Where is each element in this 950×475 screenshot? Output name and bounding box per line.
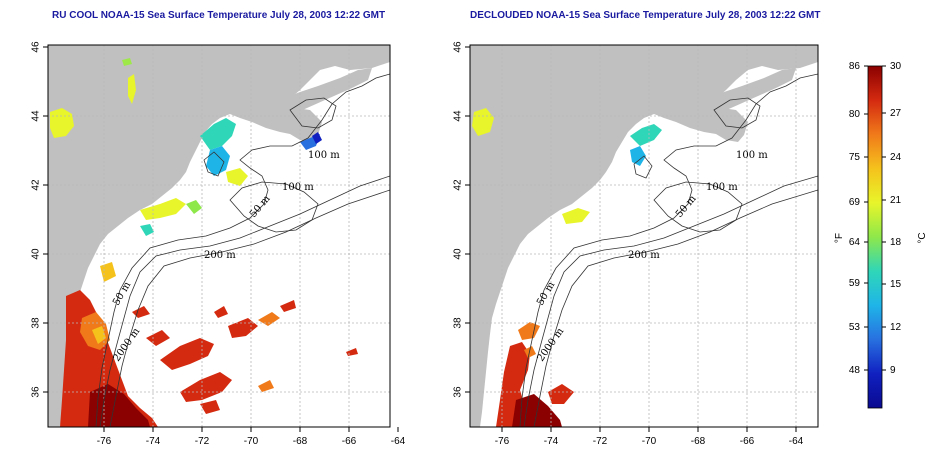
- left-sst-data: [50, 58, 358, 427]
- left-map-x-tick-label: -70: [244, 436, 259, 447]
- right-sst-data: [472, 108, 662, 427]
- celsius-tick-label: 12: [890, 322, 902, 333]
- right-map-y-tick-label: 46: [453, 41, 464, 53]
- celsius-tick-label: 30: [890, 61, 902, 72]
- right-map-grid: [470, 45, 818, 427]
- celsius-tick-label: 24: [890, 152, 902, 163]
- fahrenheit-tick-label: 64: [849, 237, 861, 248]
- left-map-y-tick-label: 40: [31, 248, 42, 260]
- right-map-axes: -76 -74 -72 -70 -68 -66 -64 46 44 42 40 38 36: [453, 41, 804, 447]
- left-map-nova-scotia: [248, 68, 372, 122]
- left-contour-label-200m: 200 m: [204, 250, 236, 261]
- right-map-x-tick-label: -76: [495, 436, 510, 447]
- right-map-y-tick-label: 40: [453, 248, 464, 260]
- left-map-frame: [47, 44, 391, 428]
- left-map-x-tick-label: -66: [342, 436, 357, 447]
- fahrenheit-tick-label: 53: [849, 322, 861, 333]
- right-map-land: [470, 45, 818, 427]
- fahrenheit-tick-label: 75: [849, 152, 861, 163]
- fahrenheit-tick-label: 69: [849, 197, 861, 208]
- right-map-x-tick-label: -74: [544, 436, 559, 447]
- left-map-y-tick-label: 42: [31, 179, 42, 191]
- right-contour-label-200m: 200 m: [628, 250, 660, 261]
- fahrenheit-axis-label: °F: [834, 233, 845, 243]
- celsius-tick-label: 27: [890, 108, 902, 119]
- left-map-y-tick-label: 36: [31, 386, 42, 398]
- left-map-y-tick-label: 38: [31, 317, 42, 329]
- right-contour-label-100m-b: 100 m: [706, 182, 738, 193]
- colorbar-ticks: 86 80 75 69 64 59 53 48 30 27 24 21 18 15 12 9: [849, 61, 902, 376]
- right-map-x-tick-label: -66: [740, 436, 755, 447]
- right-map-x-tick-label: -72: [593, 436, 608, 447]
- left-map-x-tick-label: -68: [293, 436, 308, 447]
- right-map-y-tick-label: 36: [453, 386, 464, 398]
- right-map-y-tick-label: 38: [453, 317, 464, 329]
- left-map-y-tick-label: 44: [31, 110, 42, 122]
- fahrenheit-tick-label: 48: [849, 365, 861, 376]
- left-map-panel: 100 m 100 m 50 m 200 m 50 m 2000 m -76 -7…: [31, 41, 406, 447]
- left-map-y-tick-label: 46: [31, 41, 42, 53]
- left-map-x-tick-label: -76: [97, 436, 112, 447]
- right-map-panel: 100 m 100 m 50 m 200 m 50 m 2000 m -76 -7…: [453, 41, 819, 447]
- right-map-x-tick-label: -64: [789, 436, 804, 447]
- left-map-axes: -76 -74 -72 -70 -68 -66 -64 46 44 42 40 38 36: [31, 41, 406, 447]
- fahrenheit-tick-label: 80: [849, 109, 861, 120]
- left-map-title: RU COOL NOAA-15 Sea Surface Temperature …: [52, 10, 386, 21]
- celsius-tick-label: 18: [890, 237, 902, 248]
- celsius-tick-label: 9: [890, 365, 896, 376]
- left-contour-label-100m-b: 100 m: [282, 182, 314, 193]
- right-map-frame: [469, 44, 819, 428]
- right-map-x-tick-label: -68: [691, 436, 706, 447]
- right-map-y-tick-label: 42: [453, 179, 464, 191]
- fahrenheit-tick-label: 59: [849, 278, 861, 289]
- celsius-axis-label: °C: [917, 232, 928, 243]
- right-map-nova-scotia: [672, 68, 796, 122]
- celsius-tick-label: 21: [890, 195, 902, 206]
- left-map-x-tick-label: -74: [146, 436, 161, 447]
- left-map-grid: [48, 45, 390, 427]
- right-map-bathymetry: [519, 73, 818, 427]
- left-map-x-tick-label: -64: [391, 436, 406, 447]
- left-map-bathymetry: [95, 73, 390, 427]
- fahrenheit-tick-label: 86: [849, 61, 861, 72]
- colorbar-gradient: [867, 65, 883, 409]
- right-map-x-tick-label: -70: [642, 436, 657, 447]
- left-contour-label-100m-a: 100 m: [308, 150, 340, 161]
- right-map-y-tick-label: 44: [453, 110, 464, 122]
- left-map-x-tick-label: -72: [195, 436, 210, 447]
- right-map-title: DECLOUDED NOAA-15 Sea Surface Temperatur…: [470, 10, 821, 21]
- right-contour-label-100m-a: 100 m: [736, 150, 768, 161]
- celsius-tick-label: 15: [890, 279, 902, 290]
- temperature-colorbar: 86 80 75 69 64 59 53 48 30 27 24 21 18 15 12 9 °F °C: [834, 61, 928, 409]
